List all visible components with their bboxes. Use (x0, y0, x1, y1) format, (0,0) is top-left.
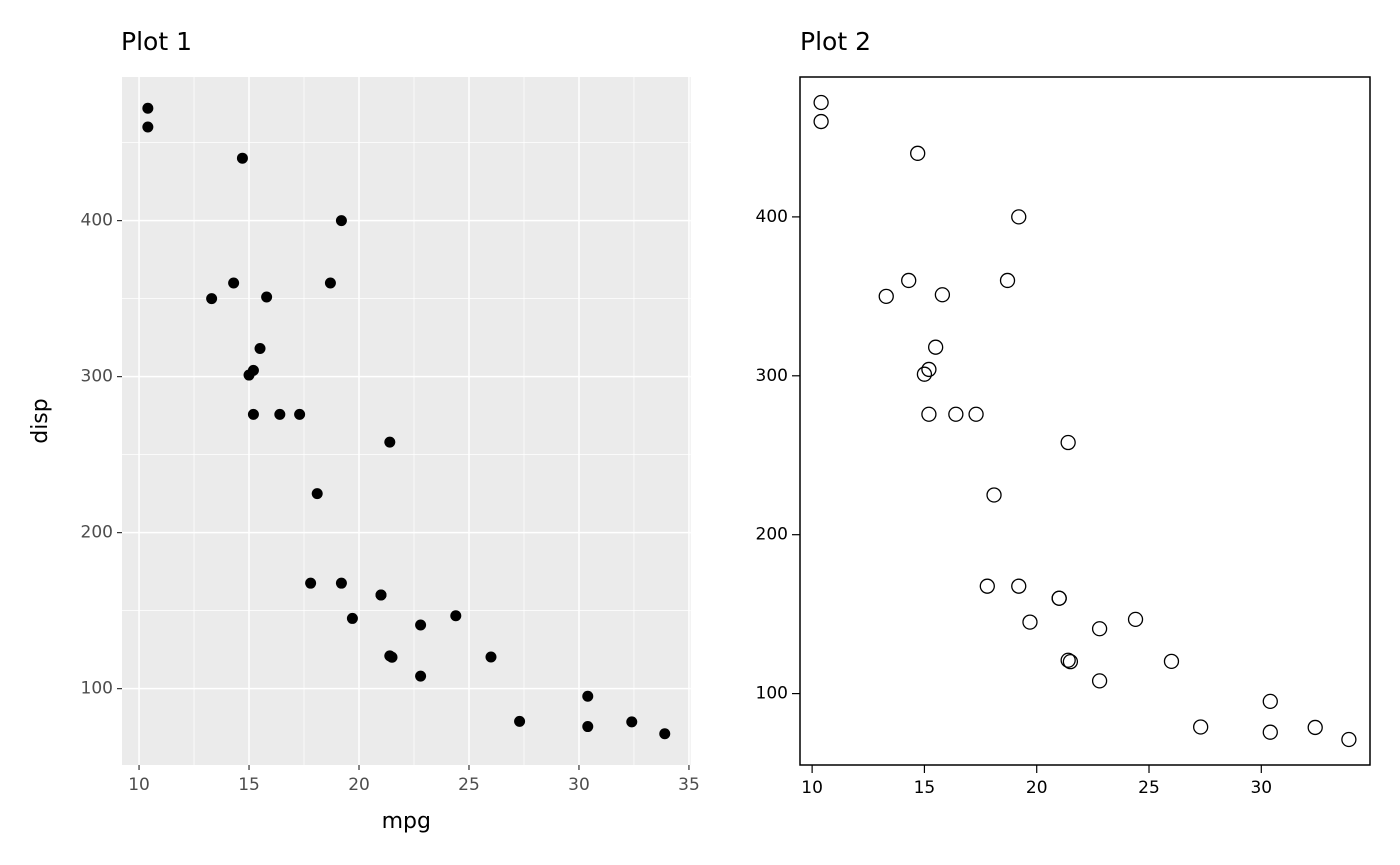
x-tick-label: 10 (128, 775, 150, 795)
point (254, 343, 266, 355)
y-tick-label: 300 (81, 367, 113, 387)
y-tick-label: 100 (756, 684, 788, 704)
point (274, 408, 286, 420)
point (375, 589, 387, 601)
point (1163, 653, 1180, 669)
y-tick-label: 200 (756, 525, 788, 545)
point (384, 650, 396, 662)
point (206, 293, 218, 305)
point (1307, 719, 1323, 736)
point (968, 406, 984, 422)
point (415, 670, 427, 682)
x-tick-label: 30 (568, 775, 590, 795)
point (1091, 673, 1108, 689)
y-tick-label: 200 (81, 523, 113, 543)
point (384, 436, 396, 448)
point (1060, 434, 1076, 451)
x-tick-label: 20 (348, 775, 370, 795)
point (324, 277, 336, 289)
point (979, 578, 995, 594)
x-tick-label: 30 (1250, 778, 1272, 798)
y-tick-label: 300 (756, 366, 788, 386)
point (928, 339, 944, 355)
x-tick-label: 15 (914, 778, 936, 798)
point (142, 121, 154, 133)
point (986, 487, 1002, 503)
point (243, 369, 255, 381)
point (878, 288, 894, 304)
point (236, 152, 248, 164)
point (1262, 724, 1278, 740)
y-tick-label: 100 (81, 679, 113, 699)
x-tick-label: 10 (801, 778, 823, 798)
point (1091, 621, 1108, 637)
point (582, 690, 594, 702)
point (415, 619, 427, 631)
y-axis-label: disp (28, 398, 53, 444)
point (1011, 578, 1027, 594)
y-tick-label: 400 (81, 211, 113, 231)
point (228, 277, 240, 289)
point (1341, 731, 1357, 748)
y-tick-label: 400 (756, 207, 788, 227)
point (450, 610, 462, 622)
chart-title: Plot 1 (121, 27, 192, 56)
point (948, 406, 964, 422)
x-tick-label: 25 (458, 775, 480, 795)
point (247, 408, 259, 420)
point (813, 113, 829, 130)
point (659, 728, 671, 740)
point (311, 488, 323, 500)
point (626, 716, 638, 728)
x-tick-label: 35 (678, 775, 700, 795)
point (335, 215, 347, 227)
point (1262, 693, 1278, 710)
x-tick-label: 20 (1026, 778, 1048, 798)
panel (122, 77, 691, 765)
x-axis-label: mpg (382, 809, 431, 834)
point (910, 145, 926, 161)
point (1051, 590, 1067, 606)
point (346, 612, 358, 624)
point (1062, 654, 1079, 670)
x-tick-label: 15 (238, 775, 260, 795)
point (485, 651, 497, 663)
point (916, 366, 933, 382)
point (934, 287, 951, 303)
panel (799, 76, 1371, 766)
point (582, 721, 594, 733)
point (261, 291, 273, 303)
point (813, 94, 829, 111)
point (1127, 611, 1144, 628)
point (921, 361, 937, 378)
point (1193, 719, 1209, 735)
point (294, 408, 306, 420)
x-tick-label: 25 (1138, 778, 1160, 798)
point (921, 406, 937, 422)
point (1011, 209, 1027, 225)
point (142, 102, 154, 114)
point (514, 715, 526, 727)
chart-title: Plot 2 (800, 27, 871, 56)
point (1022, 614, 1038, 630)
point (335, 577, 347, 589)
point (1060, 652, 1076, 668)
point (999, 272, 1016, 289)
point (901, 272, 917, 289)
point (305, 577, 317, 589)
